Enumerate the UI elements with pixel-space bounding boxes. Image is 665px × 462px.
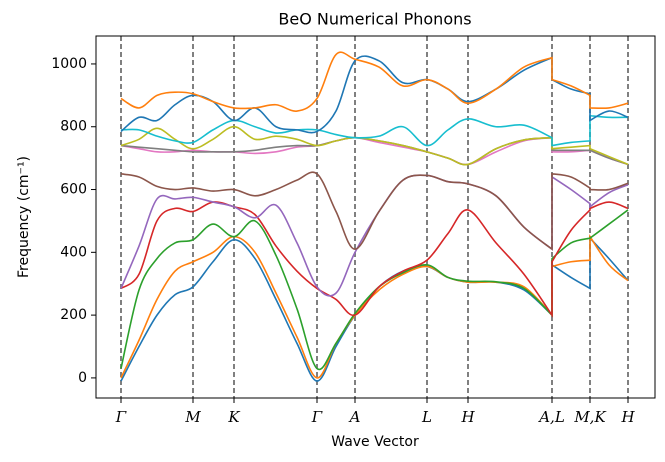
- y-tick-label: 200: [60, 307, 87, 323]
- y-tick-label: 400: [60, 244, 87, 260]
- y-tick-label: 1000: [51, 56, 87, 72]
- chart-title: BeO Numerical Phonons: [278, 10, 471, 29]
- y-axis-label: Frequency (cm⁻¹): [16, 156, 32, 278]
- x-tick-label: Γ: [115, 408, 127, 426]
- x-axis-label: Wave Vector: [331, 434, 419, 450]
- x-tick-label: A: [348, 408, 361, 426]
- x-tick-label: A,L: [537, 408, 565, 426]
- y-tick-label: 800: [60, 119, 87, 135]
- y-tick-label: 600: [60, 182, 87, 198]
- x-tick-label: H: [620, 408, 635, 426]
- x-tick-label: M: [184, 408, 201, 426]
- band-line: [120, 201, 629, 318]
- plot-frame: [95, 35, 656, 399]
- band-line: [120, 171, 629, 251]
- y-tick-label: 0: [78, 370, 87, 386]
- x-tick-label: L: [421, 408, 432, 426]
- x-tick-label: H: [460, 408, 475, 426]
- x-tick-label: Γ: [311, 408, 323, 426]
- x-tick-label: K: [227, 408, 240, 426]
- x-tick-label: M,K: [573, 408, 606, 426]
- band-line: [120, 114, 629, 147]
- band-line: [120, 51, 629, 112]
